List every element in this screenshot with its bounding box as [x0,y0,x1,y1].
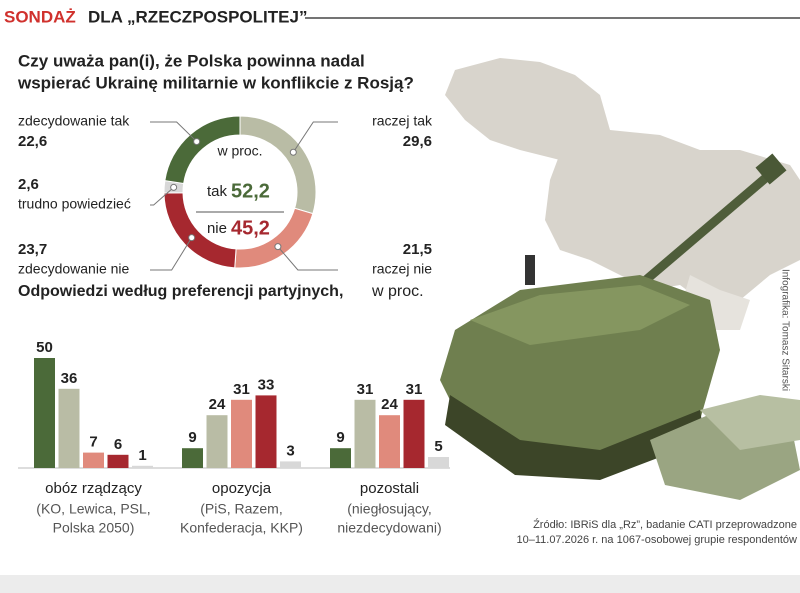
ammo-crate-top [700,395,800,450]
leader-line [150,121,198,142]
slice-value: 29,6 [403,133,432,150]
bar-value: 9 [188,429,196,446]
group-detail: Polska 2050) [53,520,135,536]
leader-dot [274,243,282,251]
bar-value: 3 [286,442,294,459]
total-value: 45,2 [231,217,270,239]
tank-illustration [440,153,800,500]
bar [58,388,80,468]
bar [132,465,153,468]
bar [255,395,277,468]
group-label: pozostali [360,480,419,497]
bar [354,399,376,468]
bar-value: 36 [61,370,78,387]
bar [182,448,203,468]
bar-value: 31 [406,381,423,398]
group-detail: niezdecydowani) [337,520,441,536]
group-label: opozycja [212,480,272,497]
donut-unit: w proc. [216,143,262,159]
header-title: DLA „RZECZPOSPOLITEJ” [88,7,307,26]
group-detail: (PiS, Razem, [200,501,282,517]
bar [107,454,129,468]
bar-value: 7 [89,434,97,451]
bar [403,399,425,468]
source: Źródło: IBRiS dla „Rz”, badanie CATI prz… [533,518,797,531]
slice-name: raczej nie [372,261,432,277]
group-detail: (niegłosujący, [347,501,432,517]
slice-name: raczej tak [372,113,433,129]
leader-line [277,246,338,271]
slice-value: 22,6 [18,133,47,150]
slice-name: trudno powiedzieć [18,196,131,212]
leader-dot [170,183,178,191]
leader-dot [193,138,201,146]
question-line: Czy uważa pan(i), że Polska powinna nada… [18,51,365,70]
tank-muzzle [755,153,787,185]
source: 10–11.07.2026 r. na 1067-osobowej grupie… [516,534,797,546]
leader-dot [289,148,297,156]
total-label: tak [207,183,228,200]
total-label: nie [207,220,227,237]
slice-value: 23,7 [18,241,47,258]
tank-gun [637,166,778,289]
bar-value: 31 [233,381,250,398]
total-value: 52,2 [231,180,270,202]
bar-value: 1 [138,447,146,464]
slice-name: zdecydowanie tak [18,113,130,129]
bar-value: 33 [258,376,275,393]
bottom-band [0,575,800,593]
slice-value: 21,5 [403,241,432,258]
bar-value: 6 [114,436,122,453]
bar [206,415,228,468]
bar-value: 50 [36,339,53,356]
group-label: obóz rządzący [45,480,142,497]
bar [83,452,104,468]
map-ukraine [545,130,800,300]
bar [280,461,301,468]
tank-top [470,285,690,345]
bar [34,358,55,468]
group-detail: Konfederacja, KKP) [180,520,303,536]
bar-value: 5 [434,438,442,455]
credit: Infografika: Tomasz Sitarski [779,269,790,391]
bar-title: Odpowiedzi według preferencji partyjnych… [18,283,343,300]
bar-value: 24 [381,396,398,413]
bar [231,399,252,468]
leader-dot [188,234,196,242]
slice-name: zdecydowanie nie [18,261,130,277]
leader-line [292,121,338,153]
donut-slice [164,115,241,185]
map-poland [445,58,610,160]
leader-line [150,237,193,271]
tank-mg [525,255,535,285]
bar [428,457,449,468]
bar-value: 9 [336,429,344,446]
tank-track [445,395,705,480]
leader-line [150,187,174,206]
map [445,58,800,330]
bar-value: 31 [357,381,374,398]
header-brand: SONDAŻ [4,7,76,26]
question-line: wspierać Ukrainę militarnie w konflikcie… [17,73,414,92]
bar-value: 24 [209,396,226,413]
slice-value: 2,6 [18,176,39,193]
group-detail: (KO, Lewica, PSL, [36,501,150,517]
bar [330,448,351,468]
bar [379,415,400,468]
bar-subtitle: w proc. [371,283,424,300]
